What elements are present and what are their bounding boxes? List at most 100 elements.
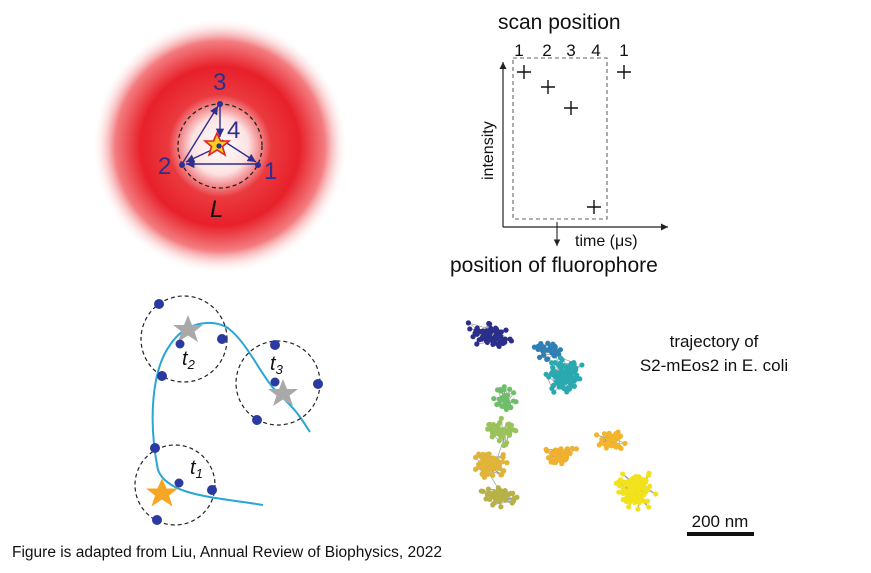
trajectory-localization — [625, 489, 631, 495]
trajectory-localization — [604, 434, 610, 440]
trajectory-localization — [503, 327, 509, 333]
trajectory-localization — [644, 498, 651, 504]
trajectory-localization — [554, 349, 560, 355]
trajectory-localization — [543, 371, 549, 377]
trajectory-localization — [474, 341, 480, 347]
trajectory-localization — [631, 495, 638, 501]
scan-position-label: 4 — [591, 41, 600, 60]
trajectory-localization — [491, 396, 497, 402]
trajectory-localization — [487, 463, 493, 469]
time-label-t2: t2 — [182, 348, 196, 372]
trajectory-localization — [481, 474, 488, 480]
trajectory-localization — [567, 450, 573, 457]
trajectory-localization — [507, 386, 513, 392]
trajectory-localization — [505, 392, 511, 398]
trajectory-localization — [506, 421, 512, 427]
trajectory-localization — [614, 431, 620, 437]
trajectory-localization — [480, 330, 486, 336]
time-label-t1: t1 — [190, 457, 203, 481]
trajectory-localization — [476, 451, 482, 457]
position-label-2: 2 — [158, 153, 171, 180]
trajectory-localization — [483, 338, 489, 344]
trajectory-localization — [497, 339, 503, 345]
position-label-1: 1 — [264, 158, 277, 185]
trajectory-localization — [493, 492, 499, 498]
trajectory-localization — [552, 359, 558, 366]
trajectory-localization — [612, 438, 618, 444]
panel-a-excitation: 3 4 2 1 L — [92, 18, 348, 274]
trajectory-localization — [613, 444, 619, 450]
trajectory-localization — [500, 433, 506, 440]
trajectory-localization — [485, 486, 492, 492]
trajectory-localization — [541, 352, 547, 358]
trajectory-localization — [556, 456, 563, 462]
trajectory-localization — [550, 341, 556, 347]
scale-bar — [687, 532, 754, 536]
trajectory-localization — [513, 428, 519, 434]
trajectory-localization — [492, 464, 499, 470]
trajectory-localization — [606, 430, 612, 436]
trajectory-localization — [484, 459, 490, 465]
trajectory-localization — [498, 504, 504, 510]
fluorophore-star-icon — [202, 131, 232, 157]
trajectory-localization — [646, 504, 652, 510]
trajectory-localization — [490, 421, 497, 428]
trajectory-localization — [560, 455, 567, 461]
trajectory-localization — [628, 485, 634, 491]
trajectory-localization — [617, 477, 624, 483]
molecule-star-gray-icon — [268, 379, 298, 406]
length-label: L — [210, 196, 223, 223]
trajectory-localization — [599, 437, 605, 443]
scan-position-label: 2 — [542, 41, 551, 60]
trajectory-localization — [488, 492, 494, 499]
scan-dot — [150, 443, 160, 453]
trajectory-localization — [557, 355, 564, 361]
trajectory-localization — [552, 352, 558, 359]
position-label-4: 4 — [227, 117, 240, 144]
scan-arrow-4-1 — [221, 139, 257, 163]
scan-dot — [174, 478, 184, 488]
trajectory-localization — [569, 445, 575, 451]
trajectory-localization — [496, 438, 502, 444]
scan-point — [255, 162, 261, 168]
trajectory-localization — [573, 374, 580, 380]
trajectory-localization — [594, 432, 600, 438]
scan-dot — [207, 485, 217, 495]
scan-point — [179, 162, 185, 168]
trajectory-localization — [622, 481, 628, 488]
trajectory-localization — [624, 494, 630, 500]
trajectory-localization — [628, 477, 634, 483]
trajectory-localization — [550, 382, 556, 389]
scan-circle-t1 — [134, 444, 216, 526]
trajectory-localization — [483, 496, 489, 502]
trajectory-localization — [511, 390, 517, 396]
trajectory-localization — [566, 376, 572, 382]
molecule-star-orange-icon — [146, 478, 178, 507]
trajectory-localization — [489, 434, 495, 440]
scan-dot — [175, 339, 185, 349]
scan-dot — [154, 299, 164, 309]
trajectory-localization — [617, 483, 623, 489]
trajectory-localization — [474, 325, 480, 331]
trajectory-localization — [465, 320, 471, 326]
trajectory-localization — [484, 468, 491, 474]
trajectory-localization — [622, 440, 628, 447]
trajectory-localization — [478, 488, 484, 494]
scale-bar-label: 200 nm — [692, 512, 749, 531]
molecule-star-gray-icon — [173, 315, 203, 342]
trajectory-localization — [601, 431, 608, 437]
scan-point — [217, 101, 223, 107]
scan-dot — [157, 371, 167, 381]
trajectory-localization — [653, 491, 659, 497]
intensity-marker — [587, 200, 601, 214]
trajectory-localization — [501, 468, 507, 474]
trajectory-localization — [498, 329, 504, 335]
trajectory-localization — [494, 496, 500, 502]
time-label-t3: t3 — [270, 353, 284, 377]
trajectory-localization — [505, 402, 512, 408]
intensity-marker — [541, 80, 555, 94]
trajectory-localization — [545, 455, 552, 461]
trajectory-localization — [511, 495, 517, 501]
trajectory-localization — [488, 327, 495, 333]
panel-b-intensity-plot: scan position 1 2 3 4 1 intensity time (… — [450, 11, 668, 277]
